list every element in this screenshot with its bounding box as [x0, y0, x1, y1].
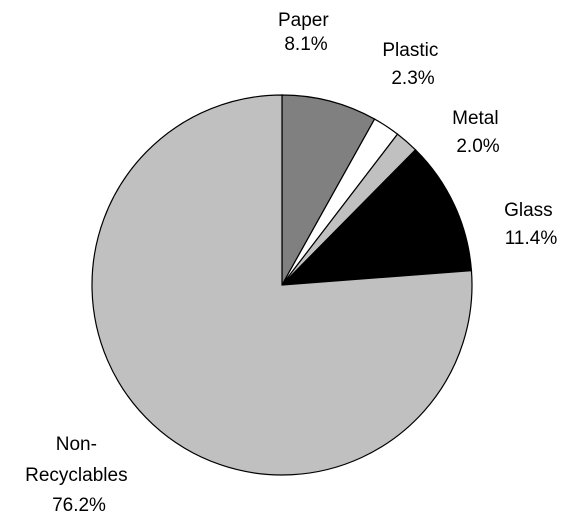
slice-label-metal: Metal 2.0% — [452, 108, 504, 157]
slice-label-paper: Paper 8.1% — [278, 10, 334, 55]
slice-label-glass: Glass 11.4% — [504, 200, 558, 249]
pie-slice-non-recyclables — [91, 94, 473, 476]
pie-slices — [91, 94, 473, 476]
slice-label-plastic: Plastic 2.3% — [382, 40, 443, 89]
slice-label-non-recyclables: Non- Recyclables 76.2% — [25, 434, 133, 516]
pie-slice-glass — [280, 148, 473, 286]
pie-slice-paper — [281, 94, 376, 288]
